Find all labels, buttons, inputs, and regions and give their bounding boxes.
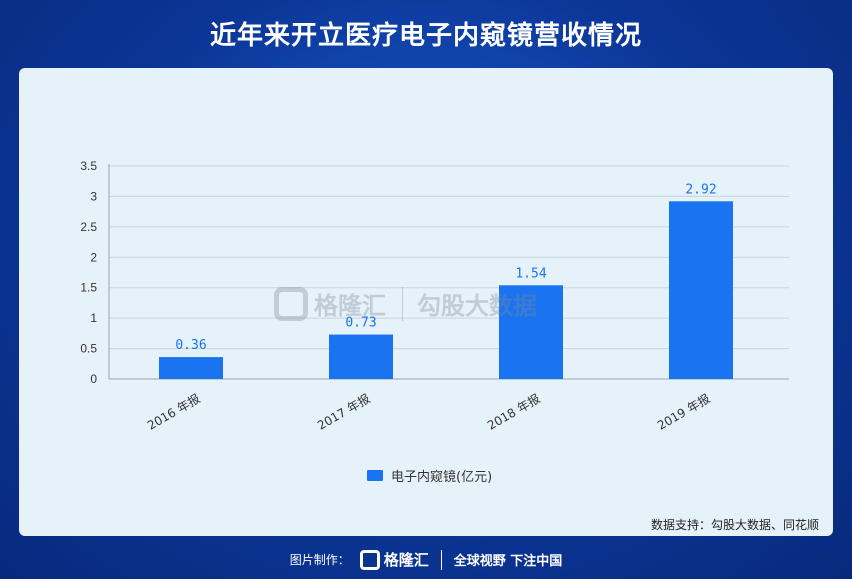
bar xyxy=(159,357,223,379)
legend: 电子内窥镜(亿元) xyxy=(367,466,492,485)
footer-logo: 格隆汇 xyxy=(359,549,429,570)
y-tick-label: 2.5 xyxy=(80,220,97,234)
y-tick-label: 0 xyxy=(90,372,97,386)
legend-label: 电子内窥镜(亿元) xyxy=(391,470,493,485)
y-tick-label: 2 xyxy=(90,250,97,264)
y-tick-label: 0.5 xyxy=(80,342,97,356)
data-label: 1.54 xyxy=(515,266,546,281)
bar xyxy=(669,201,733,379)
y-tick-label: 1.5 xyxy=(80,281,97,295)
bar-chart: 0.36 0.73 1.54 2.92 0 0.5 1 1.5 2 2.5 3 3.5 2016 年报… xyxy=(80,159,789,433)
data-label: 2.92 xyxy=(685,182,716,197)
footer: 图片制作： 格隆汇 全球视野 下注中国 xyxy=(0,540,852,579)
data-labels: 0.36 0.73 1.54 2.92 xyxy=(175,182,716,353)
footer-slogan: 全球视野 下注中国 xyxy=(453,554,563,569)
grid-lines xyxy=(109,165,789,350)
tick-labels: 0 0.5 1 1.5 2 2.5 3 3.5 2016 年报 2017 年报 2018 年报 201… xyxy=(80,159,712,433)
x-tick-label: 2019 年报 xyxy=(654,391,712,433)
bars xyxy=(159,201,733,379)
y-tick-label: 1 xyxy=(90,311,97,325)
data-label: 0.73 xyxy=(345,316,376,331)
x-tick-label: 2016 年报 xyxy=(144,391,202,433)
x-tick-label: 2017 年报 xyxy=(314,391,372,433)
bar xyxy=(499,285,563,379)
footer-logo-icon xyxy=(359,549,380,570)
y-tick-label: 3 xyxy=(90,189,97,203)
page-title: 近年来开立医疗电子内窥镜营收情况 xyxy=(209,20,642,51)
footer-brand: 格隆汇 xyxy=(383,551,429,569)
footer-credit: 图片制作： xyxy=(289,553,350,567)
legend-swatch xyxy=(367,470,383,481)
bar xyxy=(329,334,393,379)
y-tick-label: 3.5 xyxy=(80,159,97,173)
footer-divider xyxy=(440,549,442,570)
source-note: 数据支持：勾股大数据、同花顺 xyxy=(650,518,819,532)
x-tick-label: 2018 年报 xyxy=(484,391,542,433)
data-label: 0.36 xyxy=(175,338,206,353)
chart-panel: 0.36 0.73 1.54 2.92 0 0.5 1 1.5 2 2.5 3 3.5 2016 年报… xyxy=(19,68,833,536)
